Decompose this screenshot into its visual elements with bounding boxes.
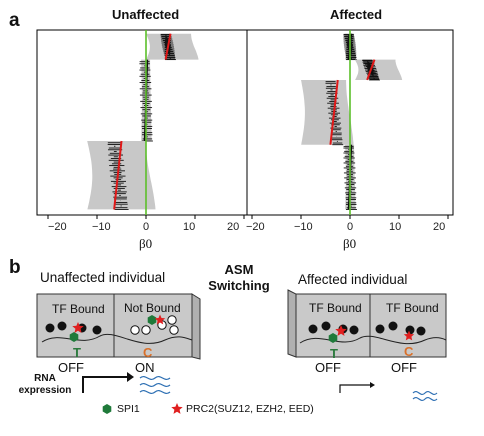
rna-line2: expression — [18, 385, 72, 396]
left-open-nucleosome-3 — [169, 325, 179, 335]
left-open-nucleosome-0 — [130, 325, 140, 335]
tick-right-m10: −10 — [294, 221, 313, 233]
left-allele-c: C — [143, 345, 153, 360]
right-allele-t: T — [330, 346, 338, 361]
left-spi1-icon — [69, 332, 79, 342]
left-nucleosome-3 — [92, 325, 102, 335]
right-nucleosome-4 — [375, 324, 385, 334]
left-heading: Unaffected individual — [40, 270, 166, 285]
affected-ci-band-3 — [301, 80, 354, 145]
right-nucleosome-7 — [416, 326, 426, 336]
right-nucleosome-3 — [349, 325, 359, 335]
affected-plot-title: Affected — [330, 7, 383, 22]
left-box-side — [191, 293, 201, 360]
left-expression-arrow — [82, 376, 127, 393]
left-state-off: OFF — [58, 360, 84, 375]
left-box-not-bound — [113, 293, 193, 358]
right-nucleosome-1 — [321, 321, 331, 331]
right-prc2-icon — [335, 325, 347, 336]
tick-right-20: 20 — [433, 221, 446, 233]
left-prc2-notbound-icon — [154, 314, 166, 325]
left-nucleosome-0 — [45, 323, 55, 333]
left-dna-strand — [41, 333, 193, 344]
right-rna-wave-1 — [412, 390, 438, 396]
panel-a-letter: a — [9, 10, 20, 31]
right-box2-title: TF Bound — [386, 301, 439, 315]
unaffected-plot-title: Unaffected — [112, 7, 180, 22]
right-prc2-icon-2 — [403, 330, 415, 341]
tick-right-m20: −20 — [246, 221, 265, 233]
left-rna-wave-1 — [139, 375, 171, 381]
right-rna-wave-2 — [412, 396, 438, 402]
tick-left-20: 20 — [227, 221, 240, 233]
left-rna-wave-2 — [139, 382, 171, 388]
asm-heading-line2: Switching — [208, 278, 270, 293]
right-spi1-icon — [328, 333, 338, 343]
left-open-nucleosome-1 — [141, 325, 151, 335]
rna-expression-label: RNA expression — [14, 373, 76, 397]
right-box-tf-bound-1 — [295, 293, 371, 358]
left-rna-wave-3 — [139, 389, 171, 395]
asm-switching-heading: ASM Switching — [202, 262, 276, 294]
rna-line1: RNA — [34, 373, 56, 384]
left-open-nucleosome-4 — [167, 315, 177, 325]
right-state-off-2: OFF — [391, 360, 417, 375]
right-allele-c: C — [404, 344, 414, 359]
tick-left-10: 10 — [183, 221, 196, 233]
tick-left-m20: −20 — [48, 221, 67, 233]
right-heading: Affected individual — [298, 272, 408, 287]
tick-right-0: 0 — [347, 221, 354, 233]
affected-ci-band-2 — [354, 59, 403, 80]
left-state-on: ON — [135, 360, 155, 375]
tick-left-0: 0 — [143, 221, 150, 233]
left-nucleosome-1 — [57, 321, 67, 331]
unaffected-ci-band-3 — [87, 141, 156, 210]
right-state-off-1: OFF — [315, 360, 341, 375]
right-box1-title: TF Bound — [309, 301, 362, 315]
right-box-side — [287, 289, 297, 358]
left-box1-title: TF Bound — [52, 302, 105, 316]
affected-estimate-2 — [366, 59, 376, 81]
tick-left-m10: −10 — [92, 221, 111, 233]
left-spi1-notbound-icon — [147, 315, 157, 325]
right-expression-arrowhead — [370, 382, 375, 388]
tick-right-10: 10 — [389, 221, 402, 233]
legend-spi1-label: SPI1 — [117, 403, 140, 415]
legend-spi1-icon — [102, 404, 112, 414]
right-nucleosome-0 — [308, 324, 318, 334]
unaffected-estimate-1 — [164, 33, 172, 60]
left-prc2-icon — [72, 322, 84, 333]
legend-prc2-icon — [171, 403, 183, 414]
left-expression-arrowhead — [127, 372, 134, 382]
unaffected-estimate-3 — [113, 140, 123, 210]
right-nucleosome-6 — [405, 325, 415, 335]
affected-xlabel: β0 — [343, 236, 357, 251]
asm-heading-line1: ASM — [224, 262, 254, 277]
panel-b-letter: b — [9, 257, 21, 278]
unaffected-xlabel: β0 — [139, 236, 153, 251]
affected-estimate-3 — [329, 79, 339, 145]
legend-prc2-label: PRC2(SUZ12, EZH2, EED) — [186, 403, 314, 415]
left-allele-t: T — [73, 345, 81, 360]
right-expression-arrow — [339, 384, 370, 393]
right-nucleosome-5 — [388, 321, 398, 331]
left-box2-title: Not Bound — [124, 301, 181, 315]
